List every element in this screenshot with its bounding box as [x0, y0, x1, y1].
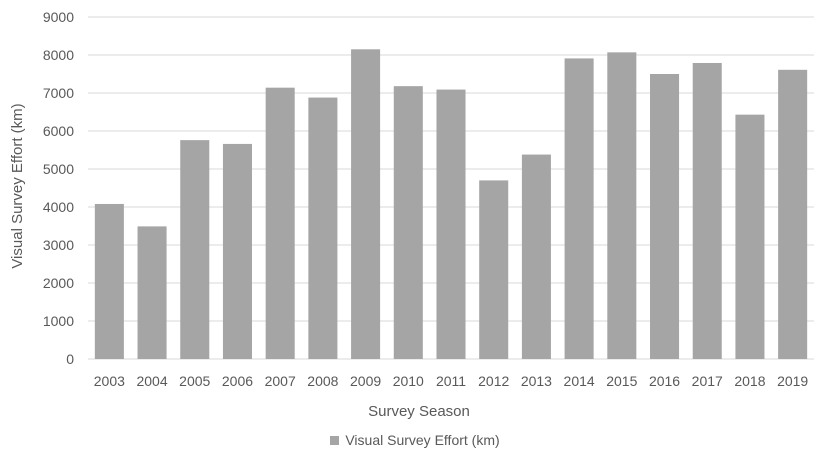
- y-tick-label: 9000: [43, 9, 74, 25]
- bar-2007: [265, 87, 295, 360]
- x-tick-label: 2006: [222, 373, 253, 389]
- bar-2011: [436, 89, 466, 359]
- y-tick-label: 8000: [43, 47, 74, 63]
- x-tick-label: 2005: [179, 373, 210, 389]
- y-axis-title: Visual Survey Effort (km): [9, 103, 26, 268]
- y-tick-label: 5000: [43, 161, 74, 177]
- x-tick-label: 2018: [734, 373, 765, 389]
- x-tick-label: 2017: [692, 373, 723, 389]
- legend-label: Visual Survey Effort (km): [345, 432, 500, 448]
- legend: Visual Survey Effort (km): [0, 432, 830, 448]
- y-axis-ticks: 0 1000 2000 3000 4000 5000 6000 7000 8000 9000: [43, 9, 74, 367]
- bar-2008: [308, 97, 338, 359]
- x-tick-label: 2009: [350, 373, 381, 389]
- x-tick-label: 2011: [436, 373, 466, 389]
- bar-2014: [564, 58, 594, 360]
- y-tick-label: 6000: [43, 123, 74, 139]
- bar-2006: [222, 143, 252, 359]
- x-axis-title: Survey Season: [368, 403, 470, 420]
- bar-2012: [479, 180, 509, 359]
- bar-2018: [735, 114, 765, 359]
- x-tick-label: 2003: [94, 373, 125, 389]
- y-tick-label: 4000: [43, 199, 74, 215]
- y-tick-label: 1000: [43, 313, 74, 329]
- x-tick-label: 2008: [307, 373, 338, 389]
- x-tick-label: 2004: [136, 373, 167, 389]
- y-tick-label: 0: [66, 351, 74, 367]
- x-tick-label: 2014: [564, 373, 595, 389]
- bar-2010: [393, 86, 423, 359]
- legend-swatch: [330, 435, 340, 445]
- bars: [94, 49, 808, 360]
- x-axis-ticks: 2003 2004 2005 2006 2007 2008 2009 2010 2011 2012…: [94, 373, 809, 389]
- x-tick-label: 2007: [265, 373, 296, 389]
- y-tick-label: 3000: [43, 237, 74, 253]
- x-tick-label: 2015: [606, 373, 637, 389]
- bar-2016: [650, 74, 680, 359]
- bar-2003: [94, 203, 124, 359]
- bar-2015: [607, 52, 637, 360]
- bar-2017: [692, 62, 722, 359]
- x-tick-label: 2012: [478, 373, 509, 389]
- x-tick-label: 2016: [649, 373, 680, 389]
- y-tick-label: 2000: [43, 275, 74, 291]
- x-tick-label: 2019: [777, 373, 808, 389]
- y-tick-label: 7000: [43, 85, 74, 101]
- x-tick-label: 2010: [393, 373, 424, 389]
- bar-2005: [180, 140, 210, 359]
- bar-2013: [521, 154, 551, 359]
- bar-2019: [778, 69, 808, 359]
- bar-2009: [351, 49, 381, 360]
- x-tick-label: 2013: [521, 373, 552, 389]
- bar-2004: [137, 226, 167, 359]
